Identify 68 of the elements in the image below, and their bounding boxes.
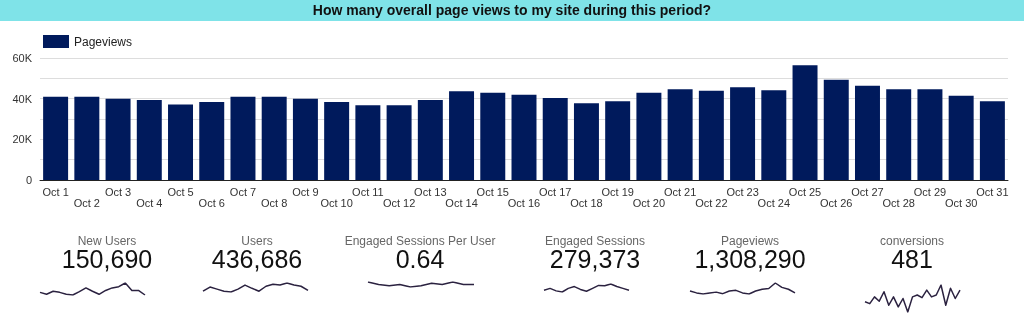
x-tick-label: Oct 19 — [601, 185, 634, 198]
bar — [74, 96, 100, 180]
x-tick-label: Oct 24 — [757, 196, 791, 209]
x-tick-label: Oct 1 — [42, 185, 69, 198]
bar — [730, 87, 756, 180]
x-tick-label: Oct 8 — [261, 196, 288, 209]
bar — [417, 99, 443, 180]
x-tick-label: Oct 4 — [136, 196, 163, 209]
y-tick-label: 0 — [25, 174, 32, 186]
x-tick-label: Oct 17 — [539, 185, 572, 198]
bar — [136, 99, 162, 180]
x-tick-label: Oct 6 — [198, 196, 225, 209]
x-tick-label: Oct 30 — [944, 196, 978, 209]
x-tick-label: Oct 27 — [851, 185, 884, 198]
legend-label: Pageviews — [74, 34, 133, 49]
x-tick-label: Oct 13 — [414, 185, 447, 198]
x-tick-label: Oct 29 — [913, 185, 947, 198]
bar — [386, 105, 412, 180]
bar — [979, 101, 1005, 180]
y-tick-label: 40K — [12, 92, 33, 105]
bar — [636, 92, 662, 180]
x-tick-label: Oct 22 — [695, 196, 728, 209]
x-tick-label: Oct 20 — [632, 196, 666, 209]
bar — [698, 90, 724, 180]
x-tick-label: Oct 21 — [663, 185, 697, 198]
x-tick-label: Oct 31 — [976, 185, 1009, 198]
x-tick-label: Oct 12 — [382, 196, 416, 209]
bar — [43, 96, 69, 180]
x-tick-label: Oct 11 — [352, 185, 384, 198]
x-tick-label: Oct 3 — [104, 185, 132, 198]
bar — [105, 98, 131, 180]
y-tick-label: 60K — [12, 52, 33, 64]
x-tick-label: Oct 14 — [445, 196, 478, 209]
bar — [230, 96, 256, 180]
x-tick-label: Oct 18 — [570, 196, 603, 209]
bar — [542, 98, 568, 180]
x-tick-label: Oct 9 — [292, 185, 319, 198]
bar — [948, 95, 974, 180]
x-tick-label: Oct 25 — [788, 185, 822, 198]
chart-title: How many overall page views to my site during this period? — [0, 0, 1024, 21]
bar — [449, 91, 475, 180]
x-tick-label: Oct 26 — [820, 196, 853, 209]
x-tick-label: Oct 16 — [507, 196, 541, 209]
bar — [292, 98, 318, 180]
bar — [854, 85, 880, 180]
bar — [823, 79, 849, 180]
bar — [261, 96, 287, 180]
x-tick-label: Oct 5 — [167, 185, 194, 198]
x-tick-label: Oct 7 — [229, 185, 257, 198]
x-tick-label: Oct 10 — [320, 196, 353, 209]
x-tick-label: Oct 15 — [476, 185, 509, 198]
bar — [573, 103, 599, 180]
bar — [792, 65, 818, 180]
bar — [168, 104, 194, 180]
bar — [480, 92, 506, 180]
bar — [605, 101, 631, 180]
bar — [761, 90, 787, 180]
bar — [324, 101, 350, 180]
y-tick-label: 20K — [12, 133, 33, 146]
bar — [917, 89, 943, 180]
x-tick-label: Oct 23 — [726, 185, 759, 198]
x-tick-label: Oct 28 — [882, 196, 915, 209]
bar — [667, 89, 693, 180]
bar — [199, 101, 225, 180]
x-tick-label: Oct 2 — [73, 196, 100, 209]
bar — [355, 105, 381, 180]
bar — [511, 94, 537, 180]
bar — [886, 89, 912, 180]
